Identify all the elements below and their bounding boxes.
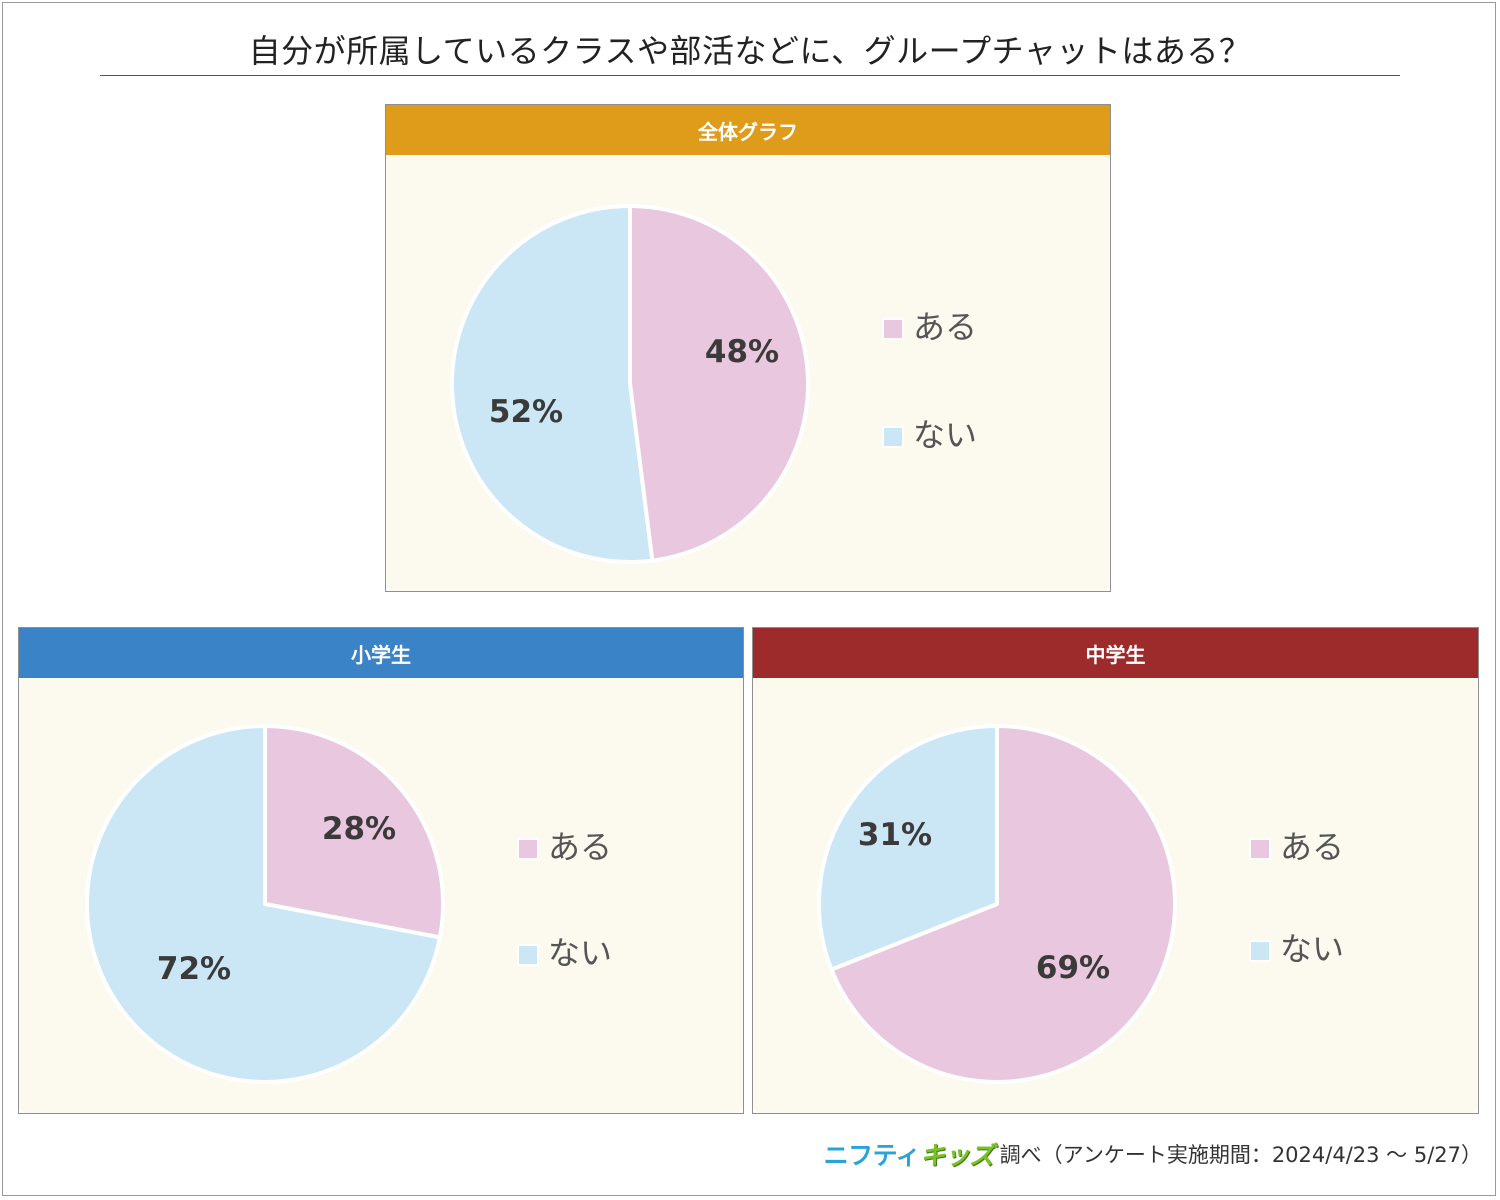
panel-header-elementary: 小学生 [19,628,743,678]
legend-swatch-aru [517,838,539,860]
logo-text-nifty: ニフティ [823,1141,921,1170]
legend-swatch-aru [1249,838,1271,860]
legend-label-aru: ある [548,828,612,866]
pie-slice-aru [628,204,810,563]
legend-swatch-nai [882,426,904,448]
legend-label-nai: ない [1280,930,1344,968]
data-label-nai: 31% [858,817,932,853]
pie-outline [85,724,445,1084]
pie-outline [817,724,1177,1084]
legend-swatch-aru [882,318,904,340]
source-footer: ニフティキッズ 調べ（アンケート実施期間：2024/4/23 ～ 5/27） [824,1136,1482,1172]
chart-panel-elementary: 小学生 28% 72% あるない [18,627,744,1114]
legend-label-nai: ない [548,934,612,972]
data-label-aru: 28% [322,811,396,847]
data-label-aru: 69% [1036,950,1110,986]
page-title: 自分が所属しているクラスや部活などに、グループチャットはある？ [248,32,1252,70]
logo-text-kids: キッズ [920,1141,994,1170]
data-label-nai: 52% [489,394,563,430]
panel-header-middle-school: 中学生 [753,628,1478,678]
legend-swatch-nai [517,944,539,966]
source-text: 調べ（アンケート実施期間：2024/4/23 ～ 5/27） [999,1143,1482,1167]
chart-panel-middle-school: 中学生 69% 31% あるない [752,627,1479,1114]
data-label-aru: 48% [705,334,779,370]
legend-swatch-nai [1249,940,1271,962]
pie-slice-nai [450,204,655,564]
legend-label-nai: ない [913,416,977,454]
data-label-nai: 72% [157,951,231,987]
chart-panel-overall: 全体グラフ 48% 52% あるない [385,104,1111,592]
panel-header-overall: 全体グラフ [386,105,1110,155]
pie-outline [450,204,810,564]
legend-label-aru: ある [1280,828,1344,866]
nifty-kids-logo: ニフティキッズ [823,1136,995,1172]
title-divider [100,75,1400,76]
legend-label-aru: ある [913,308,977,346]
